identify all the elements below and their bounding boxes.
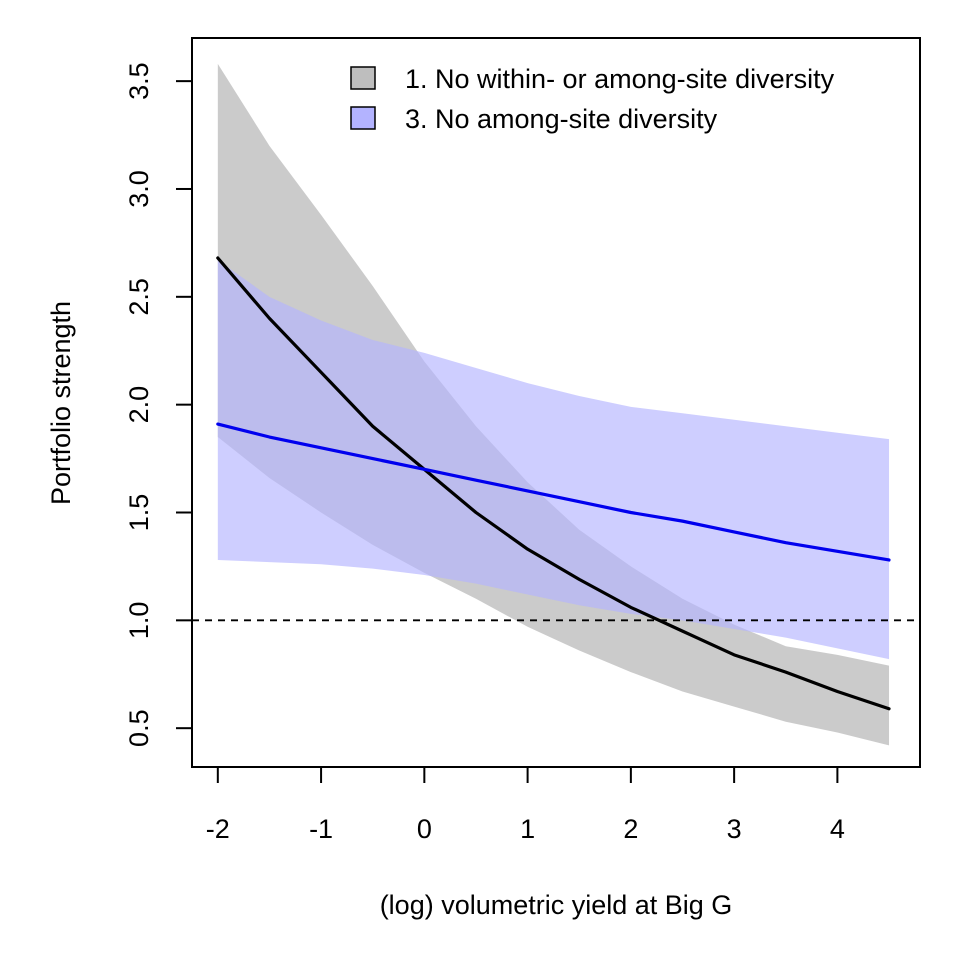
y-tick-label: 0.5	[124, 709, 154, 747]
y-tick-label: 2.5	[124, 278, 154, 316]
y-axis-label: Portfolio strength	[46, 301, 76, 505]
legend-swatch	[350, 66, 376, 90]
x-axis-label: (log) volumetric yield at Big G	[380, 890, 733, 920]
series-line-1	[216, 256, 891, 711]
y-tick-label: 3.5	[124, 62, 154, 100]
x-tick-label: 1	[520, 814, 535, 844]
x-tick-label: 3	[727, 814, 742, 844]
y-tick-label: 2.0	[124, 386, 154, 424]
x-tick-label: 4	[830, 814, 845, 844]
y-tick-label: 1.5	[124, 494, 154, 532]
x-tick-label: 2	[623, 814, 638, 844]
legend-label: 3. No among-site diversity	[405, 104, 718, 134]
legend: 1. No within- or among-site diversity 3. …	[350, 64, 835, 134]
x-tick-label: 0	[417, 814, 432, 844]
x-axis: -2 -1 0 1 2 3 4	[206, 766, 845, 844]
x-tick-label: -2	[206, 814, 230, 844]
legend-label: 1. No within- or among-site diversity	[405, 64, 835, 94]
y-tick-label: 1.0	[124, 602, 154, 640]
series-lines	[216, 256, 891, 711]
series-line-2	[216, 422, 891, 562]
y-axis: 0.5 1.0 1.5 2.0 2.5 3.0 3.5	[124, 62, 193, 747]
x-tick-label: -1	[309, 814, 333, 844]
confidence-bands	[217, 63, 890, 746]
y-tick-label: 3.0	[124, 170, 154, 208]
confidence-band-series-2	[217, 260, 890, 660]
legend-swatch	[350, 106, 376, 130]
